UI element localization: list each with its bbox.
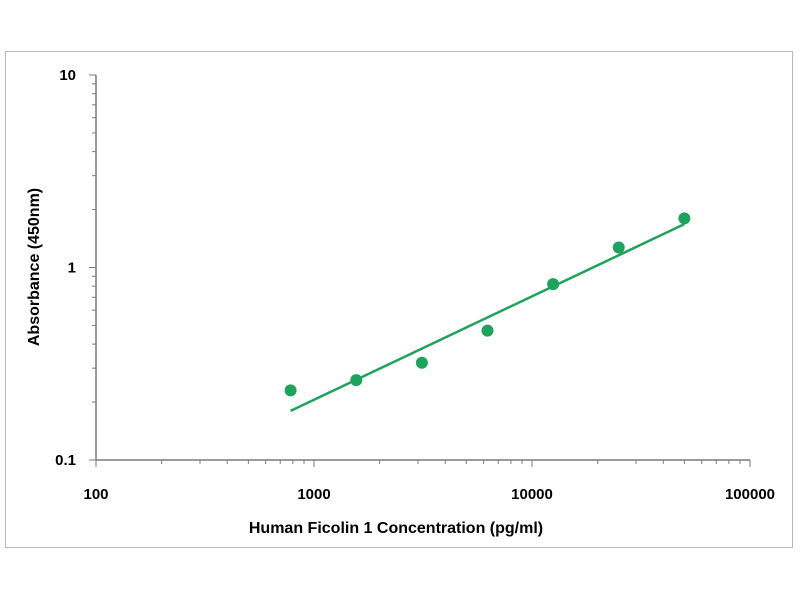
y-axis-title: Absorbance (450nm) xyxy=(26,188,43,346)
data-point xyxy=(612,241,625,254)
x-axis-title: Human Ficolin 1 Concentration (pg/ml) xyxy=(249,520,543,537)
x-tick-label: 1000 xyxy=(297,486,330,503)
y-tick-label: 0.1 xyxy=(55,452,76,469)
x-tick-label: 100 xyxy=(83,486,108,503)
x-tick-label: 100000 xyxy=(725,486,775,503)
data-point xyxy=(678,212,691,225)
data-point xyxy=(481,324,494,337)
fit-line xyxy=(290,222,685,412)
x-tick-label: 10000 xyxy=(511,486,553,503)
data-point xyxy=(415,356,428,369)
marks xyxy=(284,212,691,412)
data-point xyxy=(284,384,297,397)
axes xyxy=(95,75,750,461)
y-tick-label: 1 xyxy=(68,260,76,277)
y-tick-label: 10 xyxy=(59,67,76,84)
ticks: 100 1000 10000 100000 0.1 1 10 xyxy=(55,67,775,503)
data-point xyxy=(547,278,560,291)
data-point xyxy=(350,374,363,387)
chart-frame xyxy=(5,51,793,548)
